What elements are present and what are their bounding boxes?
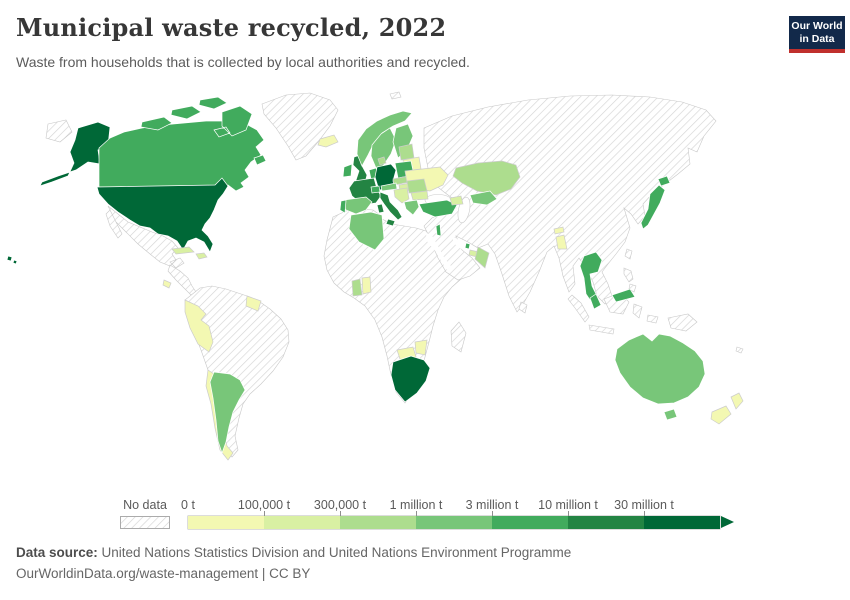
country-ireland[interactable] [342,163,353,178]
country-guyana-suriname[interactable] [245,295,262,312]
legend-tick-mark-2 [340,511,341,516]
country-chukotka[interactable] [45,119,73,143]
country-svalbard[interactable] [389,91,402,100]
country-bhutan[interactable] [553,226,565,235]
country-hispaniola[interactable] [195,252,208,260]
citation-line[interactable]: OurWorldinData.org/waste-management | CC… [16,566,311,581]
country-central-america[interactable] [167,264,197,296]
country-sicily[interactable] [385,218,396,227]
red-sea [425,233,451,270]
owid-logo[interactable]: Our World in Data [789,16,845,53]
country-tasmania[interactable] [663,408,678,421]
page-title: Municipal waste recycled, 2022 [16,13,447,42]
country-japan[interactable] [640,175,671,230]
owid-logo-line1: Our World [791,20,843,32]
country-eurasia[interactable] [423,94,717,313]
country-greece[interactable] [403,199,420,216]
legend-tick-mark-5 [568,511,569,516]
country-ghana[interactable] [351,278,363,297]
country-norway[interactable] [356,110,413,167]
legend-segment-5[interactable] [568,516,644,529]
country-indonesia[interactable] [567,292,659,335]
country-caucasus[interactable] [449,195,464,206]
owid-logo-redbar [789,49,845,53]
owid-logo-line2: in Data [799,33,835,45]
legend-color-bar [188,516,720,529]
country-bulgaria[interactable] [410,190,429,201]
country-taiwan[interactable] [624,248,633,260]
legend-tick-mark-6 [644,511,645,516]
country-qatar[interactable] [464,242,471,250]
legend-tick-label-5: 10 million t [538,498,598,512]
legend-tick-label-6: 30 million t [614,498,674,512]
country-south-africa[interactable] [390,355,431,403]
country-togo-benin[interactable] [361,276,372,295]
country-greenland[interactable] [261,92,339,161]
legend-segment-6[interactable] [644,516,720,529]
country-austria[interactable] [380,182,398,192]
country-uzbekistan[interactable] [469,190,498,206]
country-oman[interactable] [474,246,490,269]
data-source-text: United Nations Statistics Division and U… [97,545,572,560]
country-portugal[interactable] [339,199,347,214]
legend-segment-1[interactable] [264,516,340,529]
legend-no-data-swatch[interactable] [120,516,170,529]
chart-subtitle: Waste from households that is collected … [16,54,470,70]
country-malaysia[interactable] [589,288,636,310]
country-australia[interactable] [614,333,706,405]
country-argentina[interactable] [209,371,246,455]
country-papua-new-guinea[interactable] [667,313,698,332]
legend-tick-mark-4 [492,511,493,516]
country-italy[interactable] [379,191,403,221]
country-romania[interactable] [406,178,428,194]
country-balkans[interactable] [393,187,410,204]
country-mexico[interactable] [105,205,185,269]
country-new-zealand[interactable] [710,392,744,425]
country-fiji[interactable] [735,346,744,354]
country-baltics[interactable] [398,143,415,161]
legend-segment-3[interactable] [416,516,492,529]
legend-tick-label-1: 100,000 t [237,498,291,512]
country-madagascar[interactable] [450,321,467,353]
country-hawaii[interactable] [6,255,18,265]
country-kazakhstan[interactable] [452,160,521,196]
country-bangladesh[interactable] [555,234,568,250]
owid-logo-text: Our World in Data [789,16,845,49]
legend-tick-label-4: 3 million t [465,498,519,512]
country-denmark[interactable] [377,156,387,166]
legend-tick-label-2: 300,000 t [313,498,367,512]
country-usa[interactable] [96,177,229,253]
country-algeria[interactable] [348,211,385,251]
country-switzerland[interactable] [370,185,381,194]
legend-segment-0[interactable] [188,516,264,529]
legend-segment-4[interactable] [492,516,568,529]
legend-tick-mark-3 [416,511,417,516]
legend-arrow [720,516,734,528]
legend-tick-mark-1 [264,511,265,516]
data-source-label: Data source: [16,545,98,560]
data-source-line: Data source: United Nations Statistics D… [16,545,571,560]
country-costa-rica[interactable] [162,279,172,289]
country-sri-lanka[interactable] [518,301,528,314]
legend-no-data-label: No data [123,498,167,512]
country-turkey[interactable] [418,199,458,218]
country-sardinia[interactable] [376,203,385,214]
country-sweden[interactable] [370,127,397,169]
country-peru[interactable] [184,299,214,353]
legend-tick-label-0: 0 t [181,498,195,512]
country-israel[interactable] [435,223,442,237]
country-iceland[interactable] [317,134,339,148]
country-cuba[interactable] [171,246,195,255]
country-canada[interactable] [98,120,265,192]
country-newfoundland[interactable] [253,154,267,166]
country-thailand[interactable] [579,251,603,307]
country-zimbabwe[interactable] [414,339,428,356]
country-arctic-islands[interactable] [140,96,253,138]
legend-segment-2[interactable] [340,516,416,529]
country-philippines[interactable] [623,267,637,293]
legend-tick-label-3: 1 million t [389,498,443,512]
